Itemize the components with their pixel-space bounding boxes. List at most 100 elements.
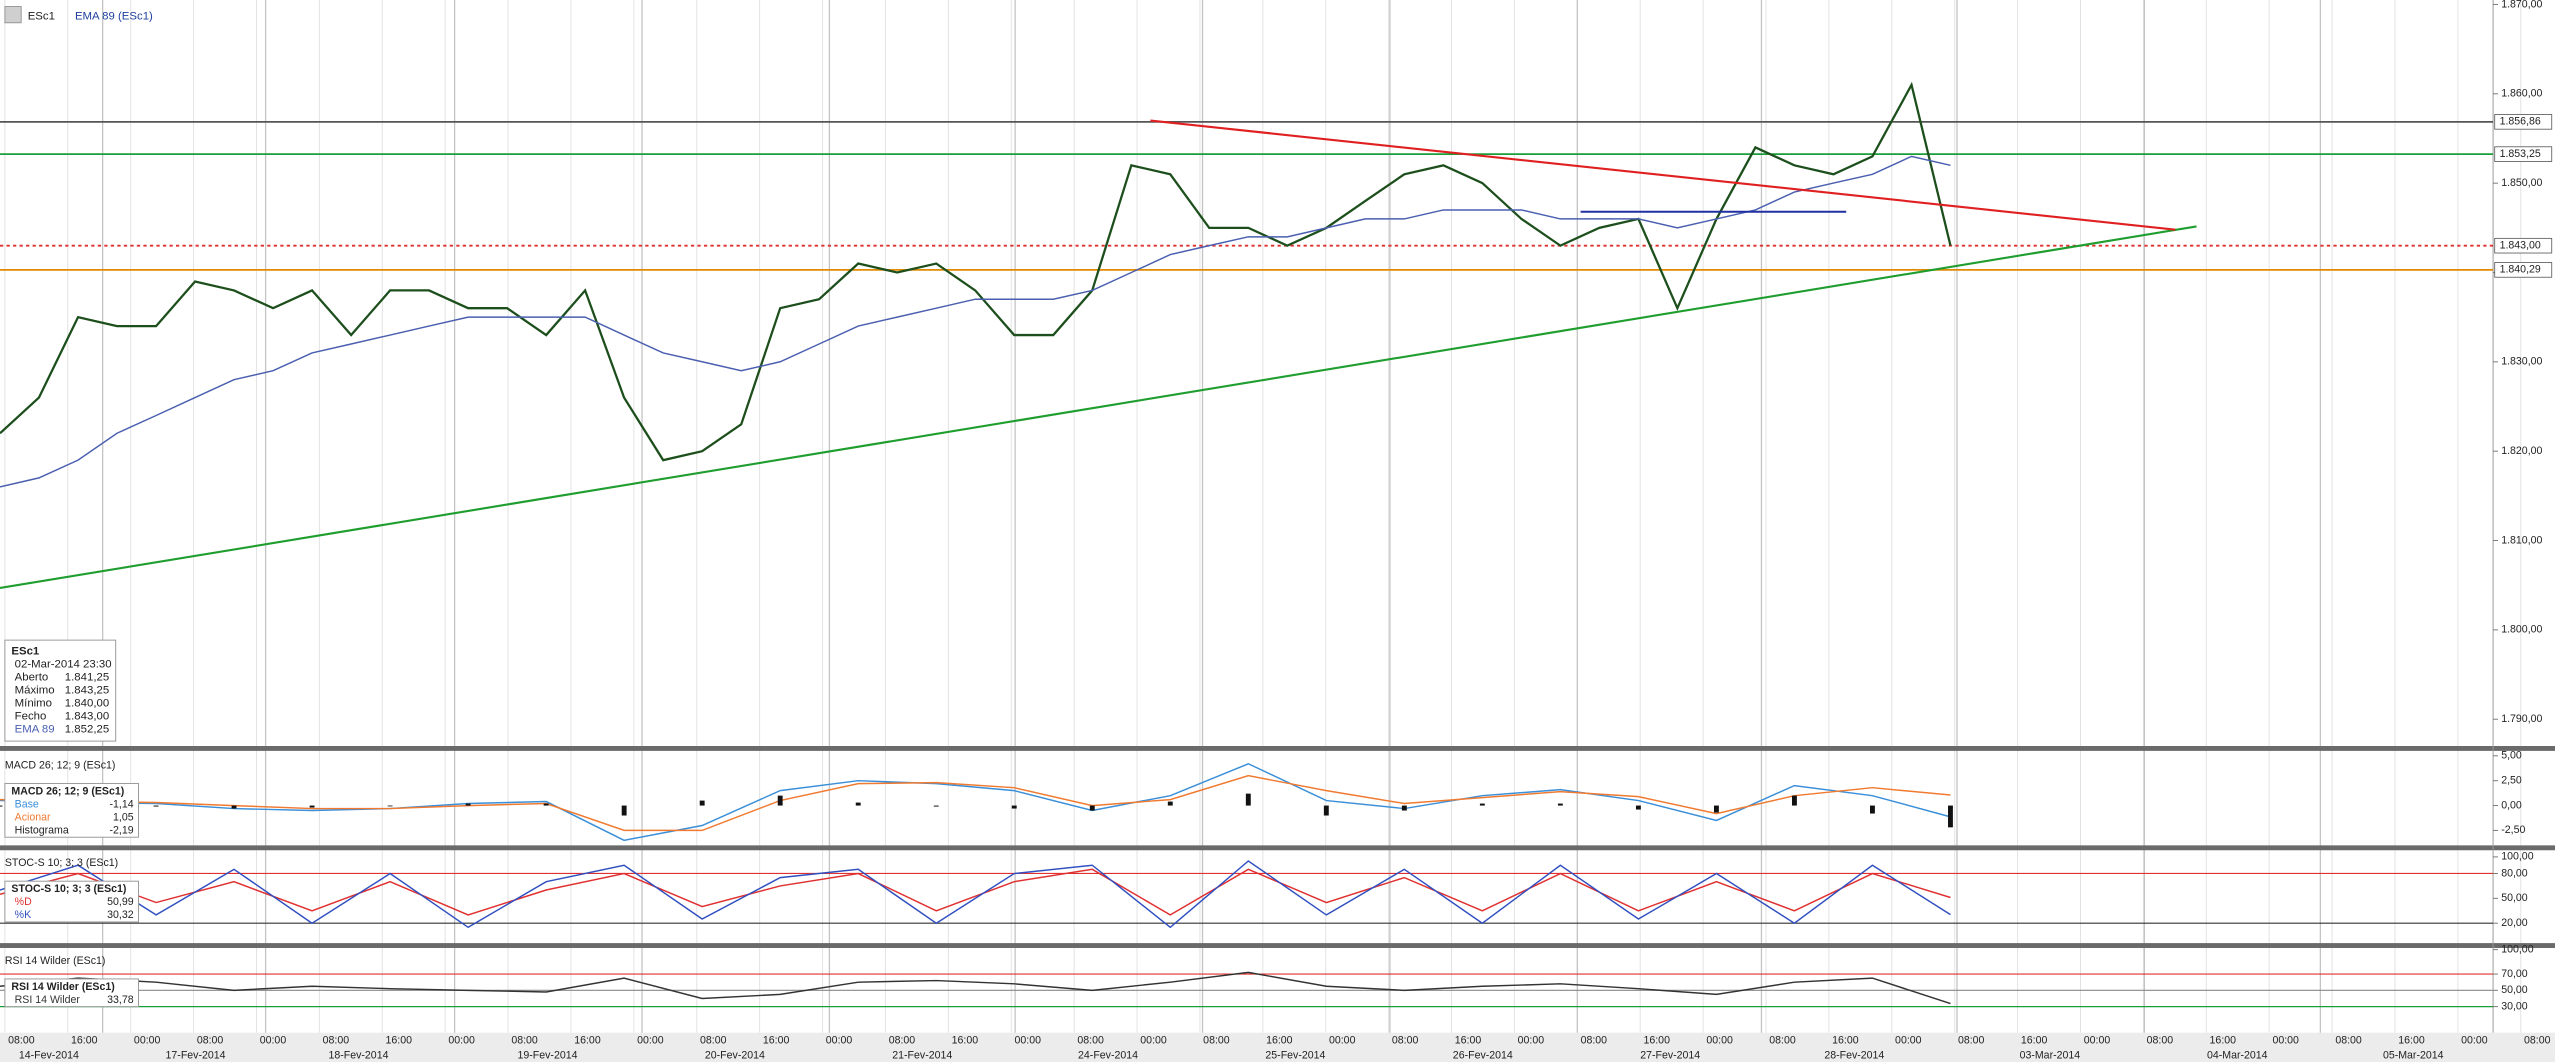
y-tick-label: 100,00 — [2501, 851, 2533, 863]
time-label: 16:00 — [1455, 1035, 1482, 1047]
legend-group: MACD 26; 12; 9 (ESc1)Base -1,14 Acionar 1,0… — [4, 782, 139, 1008]
histogram-bar — [1635, 805, 1641, 810]
series-line — [0, 774, 1951, 832]
time-label: 16:00 — [1643, 1035, 1670, 1047]
date-label: 25-Fev-2014 — [1265, 1049, 1325, 1061]
y-tick-label: -2,50 — [2501, 824, 2525, 836]
date-label: 21-Fev-2014 — [892, 1049, 952, 1061]
y-tick-label: 80,00 — [2501, 867, 2528, 879]
time-label: 00:00 — [1518, 1035, 1545, 1047]
legend-name: %D — [15, 896, 32, 908]
panel-separator — [0, 845, 2555, 851]
histogram-bar — [1713, 805, 1719, 813]
date-label: 03-Mar-2014 — [2020, 1049, 2081, 1061]
time-label: 08:00 — [197, 1035, 224, 1047]
y-tick-label: 20,00 — [2501, 917, 2528, 929]
y-tick-label: 1.810,00 — [2501, 534, 2542, 546]
histogram-bar — [0, 805, 3, 807]
price-level-box — [2494, 262, 2553, 278]
histogram-bar — [309, 805, 315, 808]
histogram-bar — [1011, 805, 1017, 809]
y-tick-label: 1.790,00 — [2501, 713, 2542, 725]
time-label: 16:00 — [71, 1035, 98, 1047]
date-label: 18-Fev-2014 — [328, 1049, 388, 1061]
time-label: 16:00 — [1832, 1035, 1859, 1047]
time-label: 00:00 — [1140, 1035, 1167, 1047]
legend-value: 30,32 — [107, 909, 134, 921]
time-label: 00:00 — [448, 1035, 475, 1047]
y-tick-label: 50,00 — [2501, 984, 2528, 996]
trend-line-support — [0, 225, 2197, 590]
date-label: 17-Fev-2014 — [166, 1049, 226, 1061]
time-label: 00:00 — [134, 1035, 161, 1047]
grid-group — [4, 0, 2522, 1062]
y-tick-label: 2,50 — [2501, 774, 2522, 786]
y-tick-label: 5,00 — [2501, 750, 2522, 762]
info-key: EMA 89 — [15, 724, 55, 736]
price-level-box — [2494, 146, 2553, 162]
time-label: 00:00 — [826, 1035, 853, 1047]
price-level-label: 1.856,86 — [2500, 116, 2541, 128]
histogram-bar — [699, 800, 705, 806]
legend-value: -1,14 — [109, 798, 133, 810]
info-value: 1.852,25 — [65, 724, 109, 736]
symbol-icon[interactable] — [4, 6, 22, 24]
date-label: 05-Mar-2014 — [2383, 1049, 2444, 1061]
time-label: 08:00 — [2524, 1035, 2551, 1047]
price-level-label: 1.843,00 — [2500, 239, 2541, 251]
legend-title: MACD 26; 12; 9 (ESc1) — [11, 785, 124, 797]
price-level-label: 1.853,25 — [2500, 148, 2541, 160]
symbol-label[interactable]: ESc1 — [28, 10, 55, 22]
indicator-label[interactable]: EMA 89 (ESc1) — [75, 10, 153, 22]
info-date: 02-Mar-2014 23:30 — [15, 659, 112, 671]
time-label: 00:00 — [637, 1035, 664, 1047]
histogram-bar — [1948, 805, 1953, 828]
date-label: 04-Mar-2014 — [2207, 1049, 2268, 1061]
histogram-bar — [387, 805, 393, 807]
time-label: 08:00 — [1769, 1035, 1796, 1047]
time-label: 08:00 — [1392, 1035, 1419, 1047]
legend-name: %K — [15, 909, 31, 921]
histogram-bar — [855, 802, 861, 806]
time-label: 08:00 — [1958, 1035, 1985, 1047]
histogram-bar — [933, 805, 939, 807]
panel-title: MACD 26; 12; 9 (ESc1) — [5, 759, 116, 771]
legend-name: Acionar — [15, 811, 51, 823]
time-label: 08:00 — [1077, 1035, 1104, 1047]
legend-value: -2,19 — [109, 825, 133, 837]
histogram-bar — [1870, 805, 1875, 814]
time-label: 16:00 — [952, 1035, 979, 1047]
time-label: 16:00 — [763, 1035, 790, 1047]
time-label: 00:00 — [1706, 1035, 1733, 1047]
time-label: 08:00 — [323, 1035, 350, 1047]
date-label: 14-Fev-2014 — [19, 1049, 79, 1061]
time-label: 00:00 — [2461, 1035, 2488, 1047]
histogram-bar — [621, 805, 627, 816]
y-tick-label: 70,00 — [2501, 968, 2528, 980]
info-value: 1.841,25 — [65, 672, 109, 684]
price-level-box — [2494, 114, 2553, 130]
panel-separator — [0, 746, 2555, 751]
legend-box — [4, 978, 139, 1008]
date-label: 27-Fev-2014 — [1640, 1049, 1700, 1061]
info-title: ESc1 — [11, 646, 40, 658]
time-axis-bg — [0, 1032, 2555, 1062]
histogram-bar — [1791, 795, 1797, 806]
legend-name: Histograma — [15, 825, 69, 837]
legend-box — [4, 880, 139, 923]
info-box — [4, 639, 117, 742]
time-label: 08:00 — [700, 1035, 727, 1047]
series-line — [0, 81, 1952, 462]
time-label: 00:00 — [1895, 1035, 1922, 1047]
date-label: 24-Fev-2014 — [1078, 1049, 1138, 1061]
y-tick-label: 1.800,00 — [2501, 624, 2542, 636]
legend-value: 50,99 — [107, 896, 134, 908]
y-tick-label: 1.850,00 — [2501, 177, 2542, 189]
trend-line-resistance — [1150, 119, 2176, 231]
time-label: 08:00 — [1203, 1035, 1230, 1047]
date-label: 20-Fev-2014 — [705, 1049, 765, 1061]
info-key: Mínimo — [15, 698, 52, 710]
histogram-bar — [1479, 803, 1485, 806]
histogram-bar — [1089, 805, 1095, 811]
